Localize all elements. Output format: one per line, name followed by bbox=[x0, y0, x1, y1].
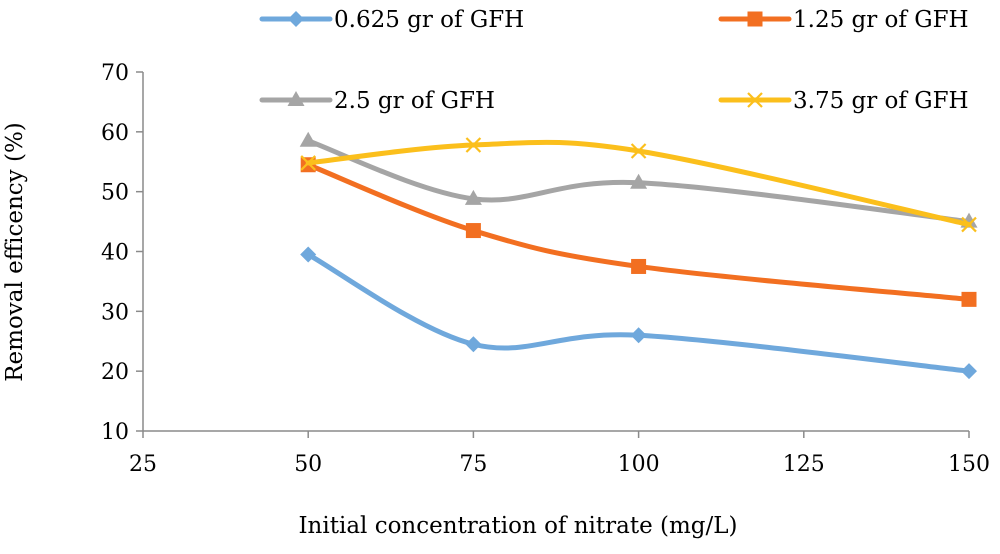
data-point bbox=[961, 291, 977, 307]
legend-label: 0.625 gr of GFH bbox=[334, 7, 524, 33]
series-2 bbox=[300, 157, 977, 307]
data-point bbox=[299, 131, 317, 147]
y-tick-label: 20 bbox=[101, 360, 129, 385]
data-point bbox=[630, 143, 647, 159]
x-tick-label: 100 bbox=[618, 452, 660, 477]
legend-marker bbox=[747, 92, 763, 108]
y-tick-label: 40 bbox=[101, 241, 129, 266]
data-point bbox=[465, 137, 482, 153]
series-3 bbox=[299, 131, 978, 228]
y-tick-label: 60 bbox=[101, 121, 129, 146]
data-point bbox=[464, 189, 482, 205]
x-tick-label: 25 bbox=[129, 452, 157, 477]
series-line bbox=[305, 139, 972, 228]
legend-item-3: 2.5 gr of GFH bbox=[259, 88, 495, 114]
y-tick-label: 50 bbox=[101, 181, 129, 206]
legend-label: 3.75 gr of GFH bbox=[793, 88, 969, 114]
legend-item-4: 3.75 gr of GFH bbox=[718, 88, 969, 114]
x-tick-label: 50 bbox=[294, 452, 322, 477]
data-point bbox=[631, 258, 647, 274]
data-point bbox=[465, 223, 481, 239]
x-axis-title: Initial concentration of nitrate (mg/L) bbox=[298, 513, 737, 539]
data-point bbox=[630, 173, 648, 189]
series-line bbox=[305, 162, 972, 302]
y-tick-label: 70 bbox=[101, 61, 129, 86]
series-line bbox=[305, 251, 972, 374]
data-point bbox=[961, 216, 977, 233]
x-tick-label: 150 bbox=[948, 452, 990, 477]
series-line bbox=[305, 138, 972, 225]
legend-label: 1.25 gr of GFH bbox=[793, 7, 969, 33]
y-axis-title: Removal efficency (%) bbox=[2, 122, 28, 382]
legend-label: 2.5 gr of GFH bbox=[334, 88, 495, 114]
data-point bbox=[300, 246, 317, 263]
axes: 10 20 30 40 50 60 70 25 50 75 100 125 150 bbox=[101, 61, 990, 477]
legend-marker bbox=[747, 11, 763, 27]
legend-marker bbox=[288, 11, 304, 27]
x-tick-label: 75 bbox=[459, 452, 487, 477]
legend-item-2: 1.25 gr of GFH bbox=[718, 7, 969, 33]
data-point bbox=[300, 155, 316, 171]
y-tick-label: 30 bbox=[101, 300, 129, 325]
legend-item-1: 0.625 gr of GFH bbox=[259, 7, 524, 33]
y-tick-label: 10 bbox=[101, 420, 129, 445]
series-group bbox=[299, 131, 978, 380]
data-point bbox=[961, 363, 977, 380]
data-point bbox=[465, 336, 482, 353]
series-4 bbox=[300, 137, 977, 233]
series-1 bbox=[300, 246, 977, 380]
data-point bbox=[630, 327, 647, 344]
legend-marker bbox=[287, 91, 305, 106]
legend: 0.625 gr of GFH 1.25 gr of GFH 2.5 gr of G… bbox=[259, 7, 969, 114]
x-tick-label: 125 bbox=[783, 452, 825, 477]
